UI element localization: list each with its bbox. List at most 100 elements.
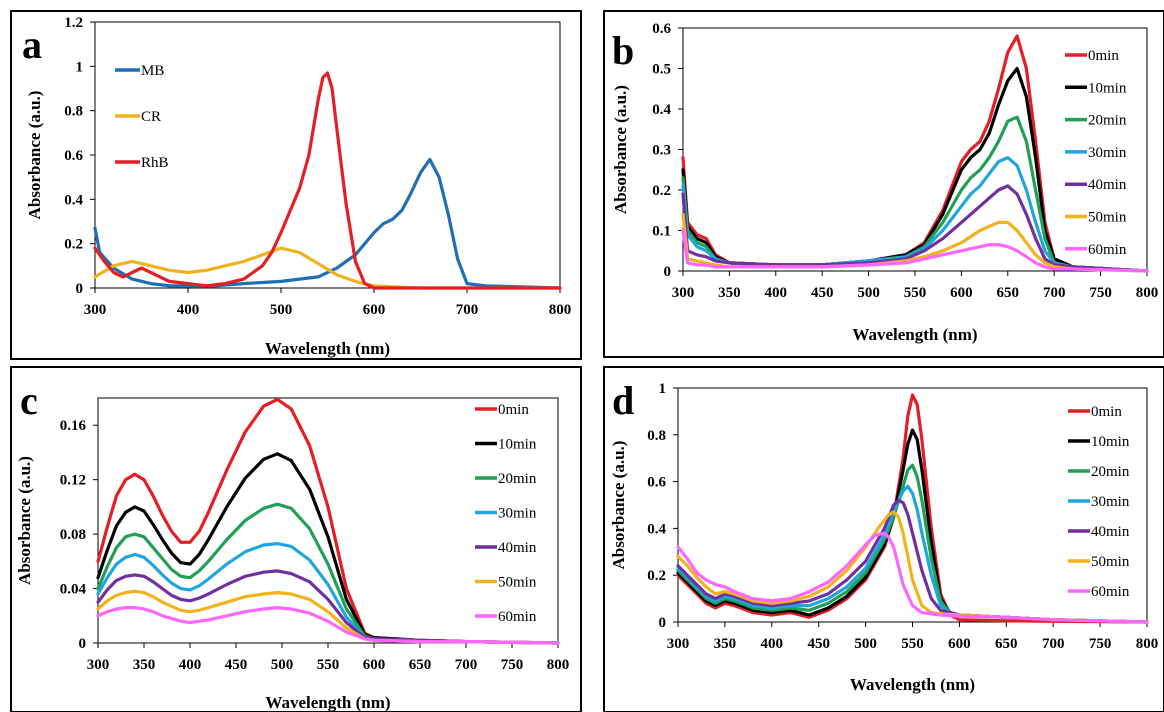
legend: 0min 10min 20min 30min 40min 50min 60min — [475, 402, 537, 625]
y-tick-label: 0.3 — [652, 143, 671, 159]
y-tick-label: 0.2 — [647, 568, 666, 584]
x-tick-label: 800 — [549, 302, 572, 318]
legend: 0min 10min 20min 30min 40min 50min 60min — [1065, 48, 1127, 258]
series-group — [96, 397, 560, 645]
x-tick-label: 350 — [718, 285, 741, 301]
x-tick-label: 300 — [84, 302, 107, 318]
legend-label: 0min — [1088, 48, 1119, 64]
x-tick-label: 400 — [761, 636, 784, 652]
y-tick-label: 0.4 — [652, 102, 671, 118]
series-line — [93, 71, 562, 290]
y-tick-label: 0.08 — [60, 527, 86, 543]
legend-label: 40min — [1091, 524, 1130, 540]
x-tick-label: 500 — [270, 302, 293, 318]
series-line — [681, 156, 1149, 273]
x-tick-label: 350 — [714, 636, 737, 652]
x-axis-label: Wavelength (nm) — [852, 325, 977, 344]
series-line — [676, 498, 1149, 624]
x-tick-label: 700 — [1043, 285, 1066, 301]
panel-a: 300 400 500 600 700 800 0 0.2 0.4 0.6 0.8 1 1.2 Wavel… — [10, 10, 582, 360]
y-tick-label: 0.2 — [652, 183, 671, 199]
legend-label: MB — [141, 63, 164, 79]
y-axis-label: Absorbance (a.u.) — [15, 456, 34, 585]
y-tick-label: 0.2 — [64, 237, 83, 253]
x-tick-label: 500 — [271, 657, 294, 673]
panel-frame — [603, 10, 1164, 358]
series-line — [96, 569, 560, 645]
legend-label: CR — [141, 109, 161, 125]
series-line — [681, 228, 1149, 273]
y-tick-label: 0.6 — [64, 148, 83, 164]
plot-area — [677, 387, 1148, 623]
series-group — [93, 71, 562, 290]
legend-label: 50min — [498, 575, 537, 591]
y-tick-label: 0.4 — [64, 192, 83, 208]
legend-label: 40min — [498, 540, 537, 556]
legend: MB CR RhB — [115, 63, 169, 171]
x-tick-label: 400 — [765, 285, 788, 301]
legend-label: 10min — [498, 437, 537, 453]
y-tick-label: 0 — [664, 264, 672, 280]
x-tick-label: 800 — [1136, 285, 1159, 301]
x-tick-label: 350 — [133, 657, 156, 673]
x-tick-label: 600 — [950, 285, 973, 301]
legend-label: 60min — [1091, 584, 1130, 600]
x-tick-label: 800 — [547, 657, 570, 673]
series-line — [676, 428, 1149, 624]
y-tick-label: 0.12 — [60, 473, 86, 489]
series-line — [93, 157, 562, 290]
series-line — [676, 531, 1149, 624]
panel-letter: b — [612, 28, 634, 73]
y-tick-label: 0 — [76, 281, 84, 297]
legend-label: 30min — [1091, 494, 1130, 510]
panel-frame — [10, 10, 582, 360]
panel-d: 300 350 400 450 500 550 600 650 700 750 800 0 0.2 0.4… — [603, 366, 1164, 712]
panel-letter: d — [612, 378, 634, 423]
y-tick-label: 0.8 — [64, 104, 83, 120]
legend-label: 30min — [498, 506, 537, 522]
y-tick-label: 0.04 — [60, 582, 87, 598]
x-tick-label: 300 — [87, 657, 110, 673]
x-axis-label: Wavelength (nm) — [265, 693, 390, 712]
series-line — [681, 212, 1149, 273]
x-tick-label: 500 — [857, 285, 880, 301]
x-tick-label: 500 — [854, 636, 877, 652]
y-axis-label: Absorbance (a.u.) — [609, 441, 628, 570]
x-tick-label: 400 — [177, 302, 200, 318]
x-tick-label: 650 — [997, 285, 1020, 301]
x-tick-label: 750 — [1089, 285, 1112, 301]
x-tick-label: 550 — [317, 657, 340, 673]
legend-label: 0min — [498, 402, 529, 418]
y-tick-label: 0.8 — [647, 428, 666, 444]
series-line — [681, 184, 1149, 273]
legend-label: 0min — [1091, 404, 1122, 420]
x-tick-label: 600 — [363, 657, 386, 673]
x-tick-label: 300 — [672, 285, 695, 301]
x-axis-label: Wavelength (nm) — [265, 339, 390, 358]
series-line — [676, 463, 1149, 624]
legend-label: 20min — [1088, 113, 1127, 129]
panel-b: 300 350 400 450 500 550 600 650 700 750 800 0 0.1 0.2… — [603, 10, 1164, 358]
y-tick-label: 0.5 — [652, 62, 671, 78]
x-tick-label: 700 — [456, 302, 479, 318]
legend-label: 60min — [498, 609, 537, 625]
series-group — [681, 34, 1149, 273]
x-tick-label: 600 — [363, 302, 386, 318]
y-tick-label: 0.4 — [647, 521, 666, 537]
legend-label: 50min — [1091, 554, 1130, 570]
x-tick-label: 750 — [501, 657, 524, 673]
series-line — [96, 502, 560, 645]
legend-label: 10min — [1091, 434, 1130, 450]
series-line — [681, 66, 1149, 273]
series-group — [676, 393, 1149, 624]
legend-label: 20min — [498, 471, 537, 487]
x-tick-label: 800 — [1136, 636, 1159, 652]
legend-label: 60min — [1088, 242, 1127, 258]
x-tick-label: 450 — [811, 285, 834, 301]
y-axis-label: Absorbance (a.u.) — [25, 91, 44, 220]
x-tick-label: 650 — [995, 636, 1018, 652]
y-tick-label: 0.16 — [60, 418, 87, 434]
y-tick-label: 0 — [659, 615, 667, 631]
panel-letter: a — [22, 22, 42, 67]
